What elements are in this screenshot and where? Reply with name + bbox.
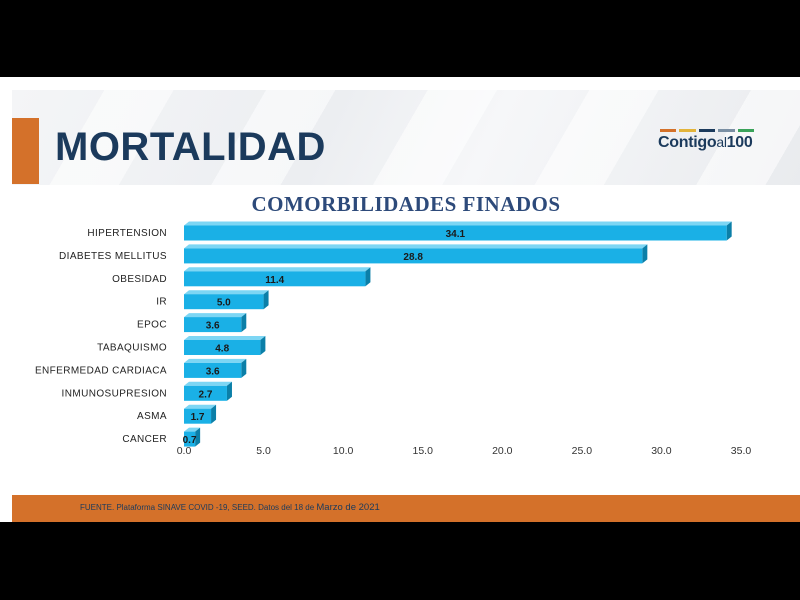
- bar-top-face: [184, 358, 247, 363]
- data-label: 4.8: [215, 344, 229, 355]
- category-label: TABAQUISMO: [97, 343, 167, 354]
- bar: [184, 362, 242, 378]
- bar-side-face: [642, 244, 648, 264]
- data-label: 11.4: [265, 275, 284, 286]
- contigo-al-100-logo: Contigoal100: [658, 129, 758, 159]
- bar-side-face: [726, 221, 732, 241]
- bar-side-face: [241, 358, 247, 378]
- category-label: CANCER: [122, 434, 167, 445]
- logo-text: Contigoal100: [658, 134, 753, 152]
- data-label: 3.6: [206, 321, 220, 332]
- category-label: OBESIDAD: [112, 274, 167, 285]
- bar: [184, 340, 261, 355]
- bar: [184, 408, 212, 424]
- bar-top-face: [184, 221, 732, 226]
- slide-title: MORTALIDAD: [55, 125, 326, 169]
- bar-side-face: [211, 404, 217, 424]
- bar-top-face: [184, 267, 371, 272]
- x-tick-label: 15.0: [412, 445, 433, 457]
- category-label: IR: [156, 297, 167, 308]
- bar: [184, 385, 227, 401]
- bar-side-face: [260, 336, 266, 355]
- bar-top-face: [184, 404, 217, 409]
- bar-side-face: [263, 290, 269, 310]
- bar: [184, 317, 242, 333]
- logo-text-part2: al: [716, 134, 727, 150]
- footer-band: FUENTE. Plataforma SINAVE COVID -19, SEE…: [12, 495, 800, 522]
- x-tick-label: 20.0: [492, 445, 513, 457]
- x-tick-label: 30.0: [651, 445, 672, 457]
- source-footnote: FUENTE. Plataforma SINAVE COVID -19, SEE…: [80, 502, 380, 513]
- bar-top-face: [184, 427, 201, 432]
- bar-side-face: [195, 427, 201, 447]
- bar: [184, 225, 727, 241]
- bar-top-face: [184, 244, 648, 249]
- source-footnote-text: FUENTE. Plataforma SINAVE COVID -19, SEE…: [80, 503, 317, 512]
- logo-text-part1: Contigo: [658, 134, 717, 151]
- data-label: 3.6: [206, 366, 220, 377]
- bar: [184, 248, 643, 264]
- slide: MORTALIDAD Contigoal100 COMORBILIDADES F…: [0, 77, 800, 522]
- category-label: HIPERTENSION: [87, 228, 167, 239]
- data-label: 1.7: [191, 412, 205, 423]
- x-tick-label: 10.0: [333, 445, 354, 457]
- chart-title: COMORBILIDADES FINADOS: [251, 192, 560, 216]
- category-label: INMUNOSUPRESION: [62, 388, 167, 399]
- bar-top-face: [184, 290, 269, 295]
- logo-color-bars: [660, 129, 755, 132]
- logo-text-part3: 100: [726, 134, 753, 151]
- bar-side-face: [241, 313, 247, 333]
- bar-top-face: [184, 336, 266, 340]
- bar-side-face: [226, 381, 232, 401]
- slide-top-margin: [0, 77, 800, 90]
- bar: [184, 431, 196, 447]
- header-band: [12, 90, 800, 185]
- data-label: 5.0: [217, 298, 231, 309]
- bar-top-face: [184, 381, 232, 386]
- category-label: EPOC: [137, 320, 167, 331]
- category-label: DIABETES MELLITUS: [59, 251, 167, 262]
- title-accent-bar: [12, 118, 39, 184]
- chart-area: COMORBILIDADES FINADOS HIPERTENSION 34.1 DI…: [12, 185, 800, 493]
- bar-chart: COMORBILIDADES FINADOS HIPERTENSION 34.1 DI…: [35, 192, 752, 457]
- bar: [184, 271, 366, 287]
- data-label: 2.7: [199, 389, 213, 400]
- data-label: 0.7: [183, 435, 197, 446]
- source-footnote-date: Marzo de 2021: [316, 502, 380, 513]
- x-tick-label: 5.0: [256, 445, 271, 457]
- x-tick-label: 0.0: [177, 445, 192, 457]
- category-label: ENFERMEDAD CARDIACA: [35, 365, 167, 376]
- bar: [184, 294, 264, 310]
- data-label: 28.8: [403, 252, 423, 263]
- category-label: ASMA: [137, 411, 167, 422]
- bar-side-face: [365, 267, 371, 287]
- data-label: 34.1: [446, 229, 466, 240]
- x-tick-label: 35.0: [731, 445, 752, 457]
- bar-top-face: [184, 313, 247, 318]
- x-tick-label: 25.0: [572, 445, 593, 457]
